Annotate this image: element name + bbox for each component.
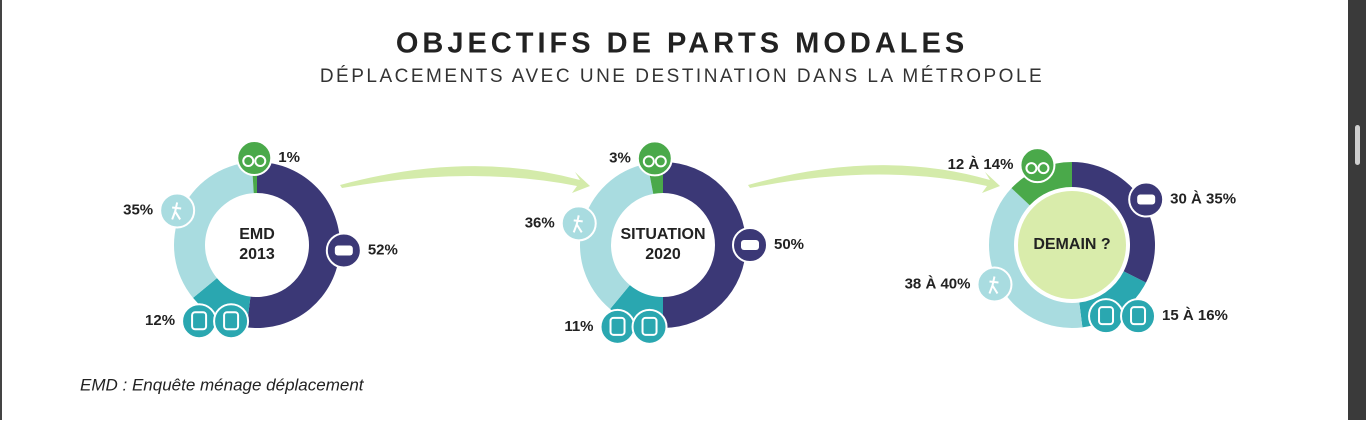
icon-glyph (191, 311, 208, 331)
value-label: 12 À 14% (948, 156, 1014, 173)
icon-glyph (242, 155, 255, 168)
value-label: 12% (145, 312, 175, 329)
donut-center (1018, 191, 1126, 299)
title: OBJECTIFS DE PARTS MODALES (396, 28, 968, 60)
mode-icon (976, 266, 1013, 303)
icon-badge (631, 308, 668, 345)
mode-icon (599, 308, 668, 345)
mode-icon (1128, 181, 1165, 218)
icon-badge (1120, 298, 1157, 335)
arrow (340, 166, 590, 193)
scrollbar-track (1348, 0, 1366, 420)
mode-icon (325, 232, 362, 269)
icon-glyph (1025, 162, 1038, 175)
value-label: 15 À 16% (1162, 307, 1228, 324)
icon-badge (976, 266, 1013, 303)
icon-glyph (642, 155, 655, 168)
center-label: 2013 (239, 246, 275, 263)
donut-segment (663, 162, 746, 328)
donut-segment (173, 162, 254, 298)
icon-glyph (334, 245, 353, 256)
left-border (0, 0, 2, 420)
icon-glyph (1130, 306, 1147, 326)
scrollbar-thumb[interactable] (1355, 125, 1360, 165)
icon-glyph (572, 215, 583, 233)
icon-glyph (223, 311, 240, 331)
icon-glyph (254, 155, 267, 168)
mode-icon (159, 192, 196, 229)
icon-glyph (741, 240, 759, 250)
icon-badge (213, 303, 250, 340)
icon-glyph (1037, 162, 1050, 175)
arrow (748, 165, 1000, 193)
icon-badge (181, 303, 218, 340)
icon-glyph (641, 316, 658, 336)
value-label: 50% (774, 236, 804, 253)
value-label: 52% (368, 241, 398, 258)
value-label: 35% (123, 201, 153, 218)
donut-segment (246, 162, 340, 328)
center-label: 2020 (645, 246, 681, 263)
mode-icon (181, 303, 250, 340)
icon-glyph (1098, 306, 1115, 326)
subtitle: DÉPLACEMENTS AVEC UNE DESTINATION DANS L… (320, 66, 1044, 87)
donut-segment (988, 188, 1083, 328)
icon-badge (560, 205, 597, 242)
mode-icon (560, 205, 597, 242)
mode-icon (236, 140, 273, 177)
footnote: EMD : Enquête ménage déplacement (80, 375, 365, 394)
icon-glyph (988, 276, 999, 295)
value-label: 3% (609, 149, 631, 166)
value-label: 30 À 35% (1170, 191, 1236, 208)
value-label: 38 À 40% (905, 275, 971, 292)
icon-glyph (171, 202, 182, 220)
icon-badge (1019, 147, 1056, 184)
center-label: DEMAIN ? (1033, 236, 1110, 253)
mode-icon (732, 227, 768, 263)
mode-icon (1019, 147, 1056, 184)
icon-glyph (654, 155, 667, 168)
value-label: 1% (278, 149, 300, 166)
icon-badge (159, 192, 196, 229)
center-label: EMD (239, 226, 275, 243)
mode-icon (636, 140, 673, 177)
icon-badge (636, 140, 673, 177)
center-label: SITUATION (620, 226, 705, 243)
mode-icon (1088, 298, 1157, 335)
icon-badge (236, 140, 273, 177)
value-label: 11% (564, 318, 593, 335)
value-label: 36% (525, 214, 555, 231)
icon-badge (599, 308, 636, 345)
icon-glyph (609, 316, 626, 336)
icon-badge (1088, 298, 1125, 335)
donut-segment (580, 163, 654, 309)
donut-segment (1011, 162, 1072, 206)
icon-glyph (1137, 194, 1156, 205)
